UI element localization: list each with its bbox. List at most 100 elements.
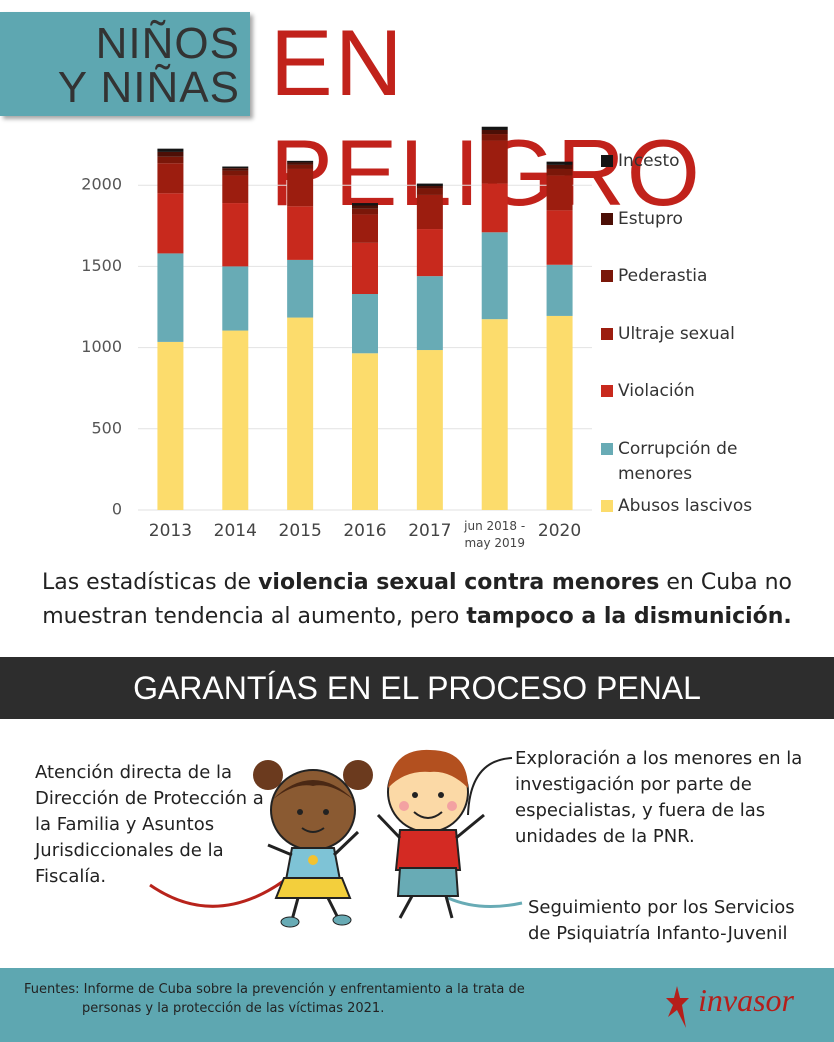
- bar-segment: [481, 126, 508, 130]
- bar-segment: [416, 188, 443, 195]
- legend-swatch: [601, 442, 613, 455]
- x-label-box: 2016: [343, 521, 387, 541]
- bar-segment: [352, 294, 378, 354]
- y-tick-label: 1000: [81, 337, 122, 356]
- bar-segment: [287, 168, 314, 207]
- legend-item: Ultraje sexual: [601, 322, 761, 347]
- bar-segment: [416, 276, 443, 351]
- callout: Exploración a los menores en la investig…: [515, 748, 803, 847]
- bar-segment: [157, 156, 184, 164]
- bar-segment: [287, 162, 314, 165]
- bar-segment: [222, 175, 249, 204]
- legend-swatch: [601, 327, 613, 340]
- bar-segment: [287, 160, 314, 163]
- bar-segment: [416, 194, 443, 230]
- legend-label: Estupro: [618, 208, 683, 229]
- x-label-box: 2017: [408, 521, 452, 541]
- bar-segment: [222, 166, 249, 169]
- bar-segment: [481, 140, 508, 184]
- bar-segment: [222, 330, 249, 510]
- section-title: GARANTÍAS EN EL PROCESO PENAL: [0, 657, 834, 719]
- x-tick-label: 2013: [148, 521, 193, 541]
- x-label-box: jun 2018 - may 2019: [464, 519, 526, 550]
- logo-star: [666, 986, 689, 1028]
- bar-segment: [416, 183, 443, 187]
- bar-segment: [287, 206, 314, 260]
- x-label-box: 2015: [278, 521, 322, 541]
- bar-segment: [481, 129, 508, 135]
- legend-swatch: [601, 270, 613, 282]
- x-label-box: 2020: [537, 521, 582, 541]
- kicker-box: NIÑOS Y NIÑAS: [0, 12, 250, 116]
- bar-segment: [546, 161, 573, 165]
- x-tick-label: 2014: [213, 521, 257, 541]
- legend-label: Ultraje sexual: [618, 323, 735, 344]
- y-tick-label: 2000: [81, 175, 122, 194]
- bar-segment: [416, 186, 443, 189]
- bar-segment: [416, 350, 443, 510]
- bar-segment: [481, 232, 508, 320]
- summary: Las estadísticas de violencia sexual con…: [30, 566, 804, 634]
- summary-text: Las estadísticas de: [41, 570, 259, 595]
- y-tick-label: 500: [91, 418, 122, 437]
- x-label-box: 2014: [213, 521, 257, 541]
- bar-segment: [157, 151, 184, 157]
- callout: Atención directa de la Dirección de Prot…: [35, 762, 264, 887]
- legend-label: Abusos lascivos: [618, 496, 753, 516]
- bar-segment: [157, 253, 184, 342]
- kicker-line: NIÑOS: [95, 19, 240, 68]
- bar-segment: [416, 229, 443, 277]
- x-tick-label: 2020: [537, 521, 582, 541]
- bar-segment: [222, 170, 249, 176]
- bar-segment: [352, 208, 378, 215]
- footer: Fuentes: Informe de Cuba sobre la preven…: [0, 968, 834, 1042]
- bar-segment: [481, 183, 508, 233]
- kicker-line: Y NIÑAS: [57, 63, 240, 112]
- legend-label: Corrupción de menores: [618, 438, 738, 484]
- legend-label: Incesto: [618, 151, 680, 171]
- sources: Fuentes: Informe de Cuba sobre la preven…: [24, 982, 525, 1016]
- summary-emphasis: tampoco a la dismunición.: [466, 604, 792, 629]
- legend-item: Incesto: [601, 149, 761, 174]
- bar-segment: [546, 210, 573, 265]
- legend-item: Estupro: [601, 207, 761, 232]
- bar-segment: [546, 175, 573, 211]
- legend-item: Pederastia: [601, 264, 761, 289]
- chart: 0 500 1000 1500 2000 2013 2014 2015 2016 2017 jun …: [81, 126, 592, 550]
- legend-item: Violación: [601, 379, 761, 404]
- legend-swatch: [601, 212, 613, 225]
- bar-segment: [352, 353, 378, 510]
- bar-segment: [287, 164, 314, 169]
- y-tick-label: 0: [112, 500, 122, 519]
- bar-segment: [546, 168, 573, 176]
- bar-segment: [222, 266, 249, 331]
- x-tick-label: 2016: [343, 521, 387, 541]
- legend-swatch: [601, 500, 613, 512]
- x-label-box: 2013: [148, 521, 193, 541]
- legend-label: Pederastia: [618, 266, 708, 286]
- bar-segment: [481, 134, 508, 141]
- bar-segment: [222, 168, 249, 171]
- summary-emphasis: violencia sexual contra menores: [258, 570, 660, 595]
- bar-segment: [287, 317, 314, 510]
- legend-item: Corrupción de menores: [601, 437, 761, 487]
- illustration: [149, 749, 523, 928]
- callout: Seguimiento por los Servicios de Psiquia…: [528, 897, 795, 944]
- bar-segment: [352, 242, 378, 295]
- legend-item: Abusos lascivos: [601, 494, 761, 519]
- bar-segment: [546, 315, 573, 510]
- bar-segment: [287, 259, 314, 318]
- bar-segment: [352, 214, 378, 243]
- x-tick-label: 2017: [408, 521, 452, 541]
- legend-swatch: [601, 385, 613, 397]
- bar-segment: [157, 148, 184, 152]
- bar-segment: [222, 203, 249, 267]
- logo: invasor: [698, 982, 794, 1018]
- x-tick-label: jun 2018 - may 2019: [464, 519, 526, 550]
- bar-segment: [352, 203, 378, 206]
- summary-text: en Cuba no muestran tendencia al aumento…: [42, 570, 793, 629]
- x-tick-label: 2015: [278, 521, 322, 541]
- bar-segment: [481, 319, 508, 510]
- bar-segment: [157, 193, 184, 254]
